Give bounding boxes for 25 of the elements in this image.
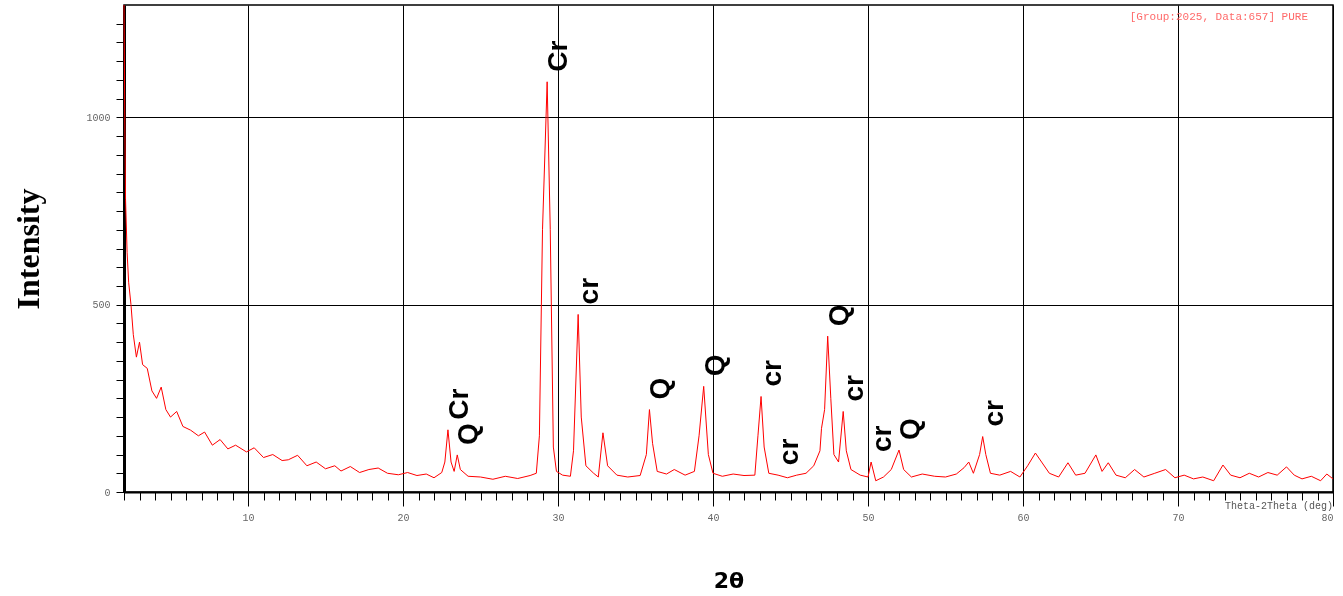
x-tick-label: 60: [1017, 512, 1030, 524]
x-tick-label: 50: [862, 512, 875, 524]
annotation: Cr: [442, 388, 474, 420]
x-tick-label: 40: [707, 512, 720, 524]
annotation: cr: [573, 277, 605, 305]
x-tick-label: 30: [552, 512, 565, 524]
annotation: cr: [838, 374, 870, 402]
annotation: Q: [452, 423, 484, 445]
y-tick-label: 0: [104, 487, 111, 499]
annotation: Q: [822, 304, 854, 327]
annotation: cr: [977, 399, 1009, 427]
annotation: Q: [698, 354, 730, 377]
x-tick-label: 10: [242, 512, 255, 524]
x-tick-label: 20: [397, 512, 410, 524]
x-tick-label: 80: [1321, 512, 1334, 524]
x-axis-title: 2θ: [713, 567, 745, 593]
y-axis-title: Intensity: [10, 188, 47, 310]
text: Theta-2Theta (deg): [1224, 501, 1333, 512]
annotation: cr: [773, 438, 805, 466]
annotation: cr: [756, 359, 788, 387]
annotation: Q: [644, 377, 676, 400]
annotation: Cr: [542, 40, 574, 72]
y-tick-label: 500: [92, 300, 111, 312]
x-tick-label: 70: [1172, 512, 1185, 524]
y-tick-label: 1000: [86, 112, 111, 124]
